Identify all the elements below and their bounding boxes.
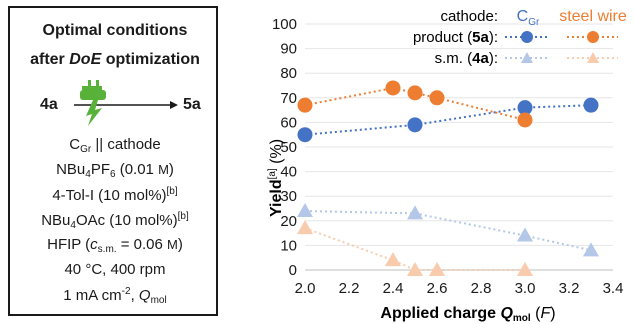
y-tick-labels: 0 10 20 30 40 50 60 70 80 90 100: [272, 16, 297, 279]
legend-product-label: product (5a):: [413, 29, 498, 46]
data-point-product: [429, 90, 445, 106]
x-tick-label: 2.2: [339, 280, 360, 297]
data-point-product: [517, 112, 533, 128]
data-point-sm: [297, 220, 313, 235]
cond-additive: NBu4OAc (10 mol%)[b]: [41, 211, 189, 231]
data-point-sm: [407, 205, 423, 220]
legend-header: cathode:: [440, 8, 498, 25]
data-point-sm: [407, 262, 423, 276]
data-point-product: [385, 80, 401, 96]
y-tick-label: 40: [280, 164, 297, 181]
series-line-sm-cgr: [304, 210, 592, 252]
conditions-panel: Optimal conditions after DoE optimizatio…: [8, 6, 218, 316]
panel-title-line2: after DoE optimization: [10, 51, 220, 69]
data-point-product: [297, 127, 313, 143]
series-markers: [297, 80, 599, 276]
cond-solvent: HFIP (cs.m. = 0.06 M): [47, 236, 183, 255]
series-lines: [304, 86, 592, 271]
legend-cgr-label: CGr: [517, 8, 540, 28]
product-label: 5a: [183, 96, 201, 113]
y-tick-label: 10: [280, 237, 297, 254]
y-tick-label: 90: [280, 41, 297, 58]
y-tick-label: 70: [280, 90, 297, 107]
legend-sm-label: s.m. (4a):: [435, 50, 498, 67]
y-tick-label: 30: [280, 188, 297, 205]
x-axis-label: Applied charge Qmol (F): [380, 305, 555, 324]
legend-steel-label: steel wire: [559, 8, 627, 25]
panel-title-doe: DoE: [69, 51, 102, 68]
gridlines: [305, 23, 613, 246]
x-tick-label: 2.6: [427, 280, 448, 297]
legend-cgr-product-marker: [521, 31, 533, 43]
cond-current: 1 mA cm-2, Qmol: [63, 286, 167, 306]
cond-mediator: 4-Tol-I (10 mol%)[b]: [52, 186, 178, 204]
cond-temperature: 40 °C, 400 rpm: [64, 261, 166, 278]
y-tick-label: 60: [280, 114, 297, 131]
cond-electrolyte: NBu4PF6 (0.01 M): [56, 161, 174, 180]
reactant-label: 4a: [40, 96, 58, 113]
legend: cathode: CGr steel wire product (5a): s.…: [413, 8, 627, 67]
y-axis-label: Yield[a] (%): [267, 139, 285, 217]
data-point-product: [517, 100, 533, 116]
x-tick-label: 2.4: [383, 280, 404, 297]
x-tick-label: 2.0: [295, 280, 316, 297]
panel-title-line1: Optimal conditions: [42, 22, 188, 39]
data-point-sm: [517, 227, 533, 242]
y-tick-label: 100: [272, 16, 297, 33]
panel-title-optimization: optimization: [105, 51, 200, 68]
data-point-sm: [517, 262, 533, 276]
legend-steel-product-marker: [587, 31, 599, 43]
data-point-sm: [429, 262, 445, 276]
x-tick-label: 3.0: [515, 280, 536, 297]
data-point-product: [583, 97, 599, 113]
y-tick-label: 0: [289, 262, 297, 279]
data-point-product: [407, 85, 423, 101]
data-point-sm: [583, 242, 599, 257]
y-tick-label: 50: [280, 139, 297, 156]
x-tick-label: 3.4: [603, 280, 624, 297]
series-line-product-cgr: [304, 104, 592, 136]
data-point-product: [407, 117, 423, 133]
data-point-sm: [385, 252, 401, 267]
x-tick-labels: 2.0 2.2 2.4 2.6 2.8 3.0 3.2 3.4: [295, 280, 624, 297]
y-tick-label: 20: [280, 213, 297, 230]
electrolysis-plug-icon: [74, 80, 178, 126]
x-tick-label: 3.2: [559, 280, 580, 297]
y-tick-label: 80: [280, 65, 297, 82]
data-point-product: [297, 97, 313, 113]
data-point-sm: [297, 202, 313, 217]
legend-steel-sm-marker: [587, 52, 599, 63]
cond-cathode: CGr || cathode: [69, 136, 161, 155]
x-tick-label: 2.8: [471, 280, 492, 297]
legend-cgr-sm-marker: [521, 52, 533, 63]
panel-title-after: after: [30, 51, 65, 68]
